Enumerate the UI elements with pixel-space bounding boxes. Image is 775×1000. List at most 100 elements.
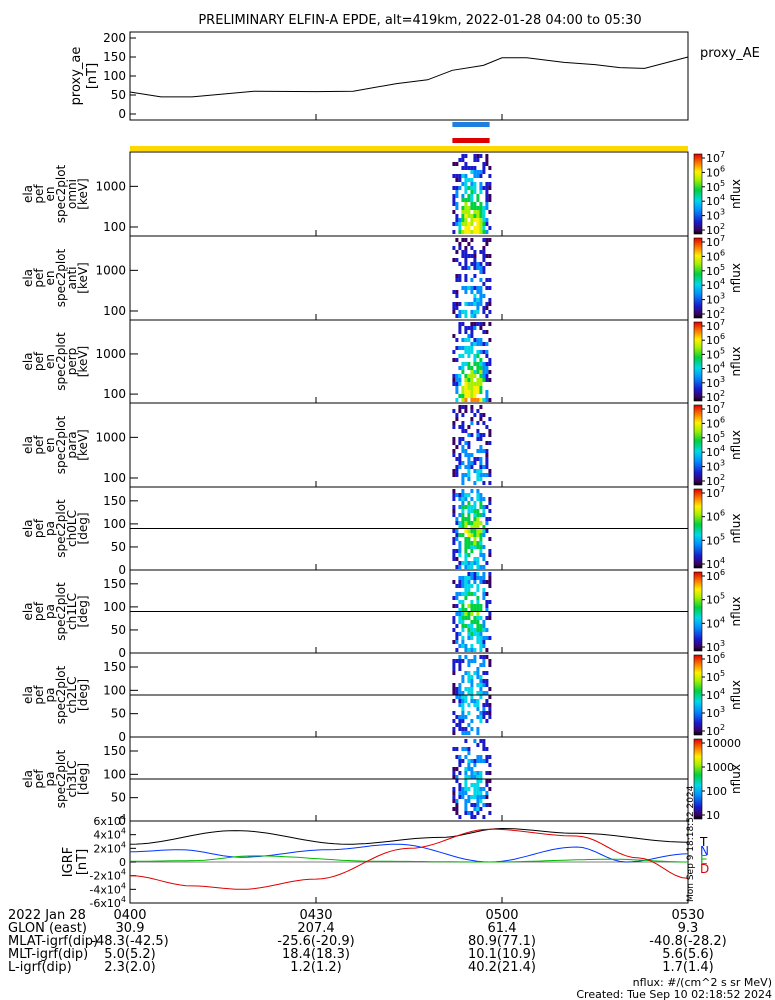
spectrogram-cell <box>458 545 462 549</box>
spectrogram-cell <box>461 513 465 517</box>
spectrogram-cell <box>473 294 477 298</box>
spectrogram-cell <box>452 711 456 715</box>
spectrogram-cell <box>470 608 474 612</box>
spectrogram-cell <box>458 409 462 413</box>
spectrogram-cell <box>488 174 492 178</box>
spectrogram-cell <box>452 667 456 671</box>
spectrogram-cell <box>476 707 480 711</box>
spectrogram-cell <box>485 342 489 346</box>
spectrogram-cell <box>470 421 474 425</box>
spectrogram-cell <box>479 302 483 306</box>
spectrogram-cell <box>476 731 480 735</box>
spectrogram-cell <box>488 238 492 242</box>
spectrogram-cell <box>476 154 480 158</box>
spectrogram-cell <box>476 322 480 326</box>
ephemeris-value: -25.6(-20.9) <box>277 934 354 949</box>
spectrogram-cell <box>467 561 471 565</box>
spectrogram-cell <box>452 691 456 695</box>
spectrogram-cell <box>479 505 483 509</box>
spectrogram-cell <box>458 174 462 178</box>
spectrogram-cell <box>485 158 489 162</box>
spectrogram-cell <box>473 775 477 779</box>
spectrogram-cell <box>479 342 483 346</box>
spectrogram-cell <box>482 222 486 226</box>
spec-ytick-label: 150 <box>103 577 126 591</box>
time-tick-label: 0530 <box>671 908 704 923</box>
spectrogram-cell <box>452 771 456 775</box>
spectrogram-cell <box>452 787 456 791</box>
spec-ylabel-line: pef <box>32 685 46 705</box>
spectrogram-cell <box>452 553 456 557</box>
spectrogram-cell <box>485 608 489 612</box>
spectrogram-cell <box>458 791 462 795</box>
spectrogram-cell <box>458 465 462 469</box>
spectrogram-cell <box>485 703 489 707</box>
colorbar-label: nflux <box>729 347 743 377</box>
spectrogram-cell <box>479 553 483 557</box>
spectrogram-cell <box>461 699 465 703</box>
spectrogram-cell <box>473 620 477 624</box>
spectrogram-cell <box>452 374 456 378</box>
spectrogram-cell <box>467 230 471 234</box>
spectrogram-cell <box>482 620 486 624</box>
spectrogram-cell <box>452 409 456 413</box>
spectrogram-cell <box>473 537 477 541</box>
spectrogram-cell <box>458 644 462 648</box>
spec-ylabel-line: spec2plot <box>54 415 68 474</box>
spectrogram-cell <box>479 715 483 719</box>
spectrogram-cell <box>455 636 459 640</box>
spectrogram-cell <box>473 763 477 767</box>
spectrogram-cell <box>461 429 465 433</box>
spectrogram-cell <box>470 190 474 194</box>
spec-ylabel-line: omni <box>65 179 79 209</box>
spectrogram-cell <box>467 425 471 429</box>
spectrogram-cell <box>464 338 468 342</box>
spectrogram-cell <box>464 278 468 282</box>
spectrogram-cell <box>464 584 468 588</box>
spectrogram-cell <box>470 509 474 513</box>
spectrogram-cell <box>467 334 471 338</box>
spectrogram-cell <box>458 521 462 525</box>
spectrogram-cell <box>479 390 483 394</box>
spectrogram-cell <box>485 314 489 318</box>
spectrogram-cell <box>485 671 489 675</box>
spectrogram-cell <box>458 553 462 557</box>
spectrogram-cell <box>488 286 492 290</box>
ephemeris-value: 207.4 <box>297 921 334 936</box>
spectrogram-cell <box>455 695 459 699</box>
spectrogram-cell <box>482 592 486 596</box>
spectrogram-cell <box>479 230 483 234</box>
spectrogram-cell <box>485 719 489 723</box>
spectrogram-cell <box>467 394 471 398</box>
spectrogram-cell <box>470 182 474 186</box>
spectrogram-cell <box>476 206 480 210</box>
spectrogram-cell <box>488 509 492 513</box>
spectrogram-cell <box>470 759 474 763</box>
spectrogram-cells <box>452 739 492 819</box>
spectrogram-cell <box>485 398 489 402</box>
spectrogram-cell <box>464 154 468 158</box>
spectrogram-cell <box>470 194 474 198</box>
igrf-ytick-label: 6x104 <box>93 813 126 828</box>
spectrogram-cell <box>476 262 480 266</box>
spectrogram-cell <box>464 671 468 675</box>
spectrogram-cell <box>479 262 483 266</box>
spectrogram-cell <box>455 533 459 537</box>
spectrogram-cell <box>473 413 477 417</box>
spectrogram-cell <box>464 608 468 612</box>
colorbar-tick-label: 106 <box>706 332 725 347</box>
colorbar-tick-label: 103 <box>706 705 725 720</box>
spectrogram-cell <box>476 533 480 537</box>
proxy-ae-line <box>129 56 689 98</box>
spectrogram-cell <box>479 501 483 505</box>
spectrogram-cell <box>470 461 474 465</box>
spectrogram-cell <box>455 445 459 449</box>
spectrogram-cell <box>488 636 492 640</box>
spectrogram-cell <box>479 473 483 477</box>
spectrogram-cell <box>455 659 459 663</box>
spectrogram-cell <box>473 394 477 398</box>
spectrogram-cell <box>458 715 462 719</box>
spectrogram-cell <box>455 565 459 569</box>
spectrogram-cell <box>482 230 486 234</box>
spectrogram-cell <box>488 811 492 815</box>
